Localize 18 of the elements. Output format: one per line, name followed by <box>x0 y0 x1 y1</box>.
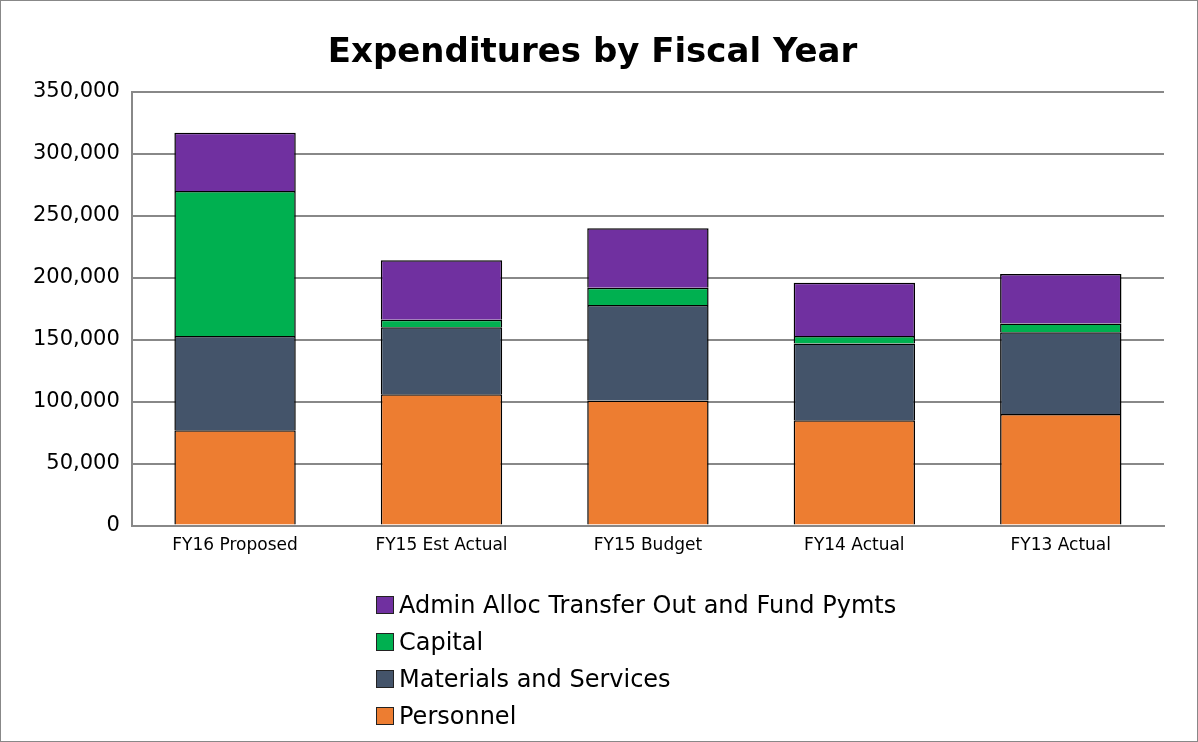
y-tick-label: 300,000 <box>33 140 120 165</box>
chart-title: Expenditures by Fiscal Year <box>327 30 858 71</box>
legend-label: Capital <box>399 627 484 656</box>
x-tick-label: FY16 Proposed <box>172 534 298 555</box>
legend-label: Personnel <box>399 701 517 730</box>
y-tick-label: 200,000 <box>33 264 120 289</box>
x-tick-label: FY14 Actual <box>804 534 905 555</box>
x-tick-label: FY13 Actual <box>1010 534 1112 555</box>
y-tick-label: 350,000 <box>33 78 120 103</box>
y-tick-label: 100,000 <box>33 388 120 413</box>
x-tick-label: FY15 Est Actual <box>375 534 508 555</box>
y-tick-label: 50,000 <box>46 450 120 475</box>
y-tick-label: 0 <box>106 512 120 537</box>
y-tick-label: 150,000 <box>33 326 120 351</box>
y-tick-label: 250,000 <box>33 202 120 227</box>
x-tick-label: FY15 Budget <box>593 534 703 555</box>
legend-label: Admin Alloc Transfer Out and Fund Pymts <box>399 590 897 619</box>
legend-label: Materials and Services <box>399 664 671 693</box>
